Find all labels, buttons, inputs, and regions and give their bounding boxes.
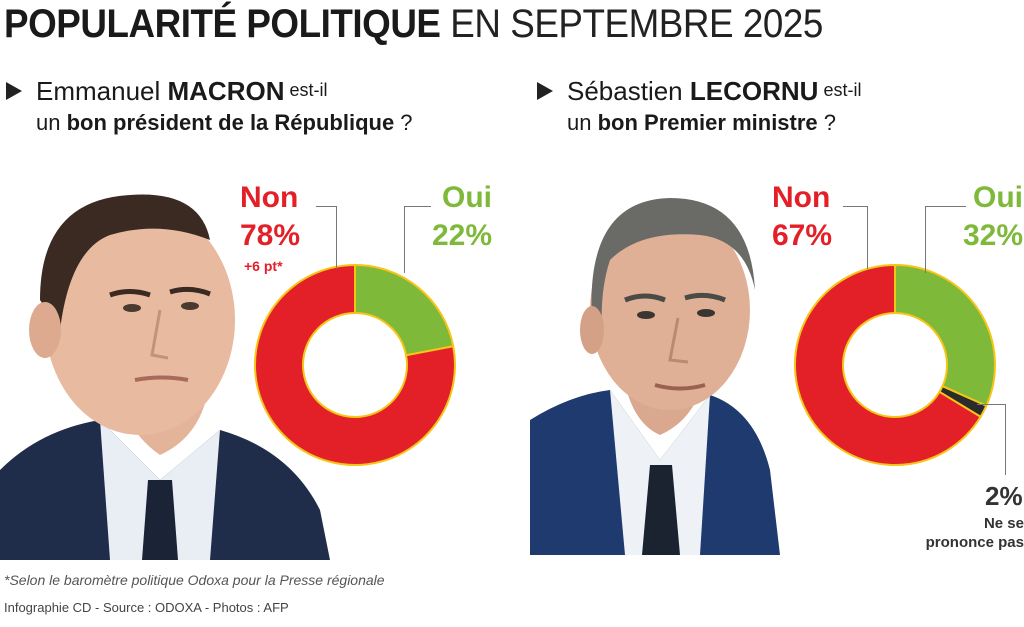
leader-ns-lecornu — [977, 404, 1006, 475]
line2-prefix: un — [567, 110, 598, 135]
est-il: est-il — [818, 80, 862, 100]
line2-suffix: ? — [817, 110, 837, 135]
name-last: LECORNU — [689, 76, 819, 106]
photo-macron — [0, 180, 330, 560]
value-oui-macron: 22% — [432, 219, 493, 252]
arrow-icon — [6, 82, 22, 100]
question-lecornu: Sébastien LECORNU est-il un bon Premier … — [537, 74, 862, 139]
leader-oui-lecornu — [925, 206, 966, 273]
est-il: est-il — [284, 80, 328, 100]
leader-non-lecornu — [843, 206, 868, 269]
label-oui-lecornu: Oui — [973, 181, 1023, 214]
name-last: MACRON — [167, 76, 285, 106]
donut-slice-oui — [354, 263, 455, 357]
name-first: Sébastien — [567, 76, 690, 106]
label-non-lecornu: Non — [772, 181, 831, 214]
ns-line2: prononce pas — [925, 534, 1024, 551]
ns-line1: Ne se — [983, 515, 1024, 532]
label-oui-macron: Oui — [442, 181, 492, 214]
value-non-lecornu: 67% — [772, 219, 833, 252]
page-title: POPULARITÉ POLITIQUE EN SEPTEMBRE 2025 — [4, 2, 823, 47]
line2-prefix: un — [36, 110, 67, 135]
arrow-icon — [537, 82, 553, 100]
donut-slice-oui — [894, 263, 996, 408]
line2-suffix: ? — [394, 110, 413, 135]
photo-lecornu — [530, 180, 780, 555]
label-non-macron: Non — [240, 181, 299, 214]
leader-non-macron — [316, 206, 337, 269]
name-first: Emmanuel — [36, 76, 168, 106]
question-macron: Emmanuel MACRON est-il un bon président … — [6, 74, 413, 139]
donut-chart-macron — [254, 263, 456, 466]
label-ns-lecornu: Ne se prononce pas — [926, 514, 1024, 552]
footnote: *Selon le baromètre politique Odoxa pour… — [4, 572, 385, 588]
leader-oui-macron — [404, 206, 431, 273]
value-non-macron: 78% — [240, 219, 301, 252]
line2-bold: bon Premier ministre — [597, 110, 818, 135]
donut-slice-non — [794, 263, 982, 466]
value-ns-lecornu: 2% — [985, 481, 1023, 511]
credit-line: Infographie CD - Source : ODOXA - Photos… — [4, 600, 289, 615]
title-rest: EN SEPTEMBRE 2025 — [440, 2, 823, 46]
panel-macron: Emmanuel MACRON est-il un bon président … — [0, 0, 520, 560]
donut-slice-non — [254, 263, 456, 466]
line2-bold: bon président de la République — [66, 110, 395, 135]
donut-chart-lecornu — [794, 263, 996, 466]
change-non-macron: +6 pt* — [244, 258, 283, 274]
panel-lecornu: Sébastien LECORNU est-il un bon Premier … — [525, 0, 1024, 560]
title-bold: POPULARITÉ POLITIQUE — [4, 2, 441, 46]
value-oui-lecornu: 32% — [963, 219, 1024, 252]
